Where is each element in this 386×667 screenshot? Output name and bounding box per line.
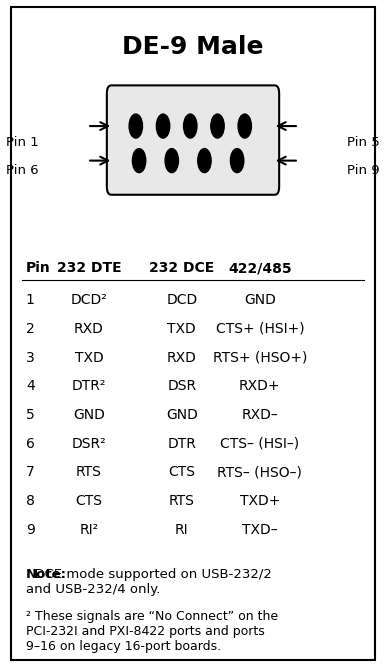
Text: GND: GND	[244, 293, 276, 307]
Text: ² These signals are “No Connect” on the
PCI-232I and PXI-8422 ports and ports
9–: ² These signals are “No Connect” on the …	[26, 610, 278, 653]
Text: TXD: TXD	[74, 351, 103, 364]
Circle shape	[211, 114, 224, 138]
Text: 9: 9	[26, 523, 35, 536]
Text: RTS: RTS	[169, 494, 195, 508]
Circle shape	[230, 149, 244, 173]
Text: DSR: DSR	[167, 380, 196, 393]
Text: DCD²: DCD²	[71, 293, 107, 307]
Text: 8: 8	[26, 494, 35, 508]
Circle shape	[165, 149, 178, 173]
Text: 422/485: 422/485	[228, 261, 292, 275]
Circle shape	[198, 149, 211, 173]
Text: CTS+ (HSI+): CTS+ (HSI+)	[215, 322, 304, 336]
Text: 232 DTE: 232 DTE	[57, 261, 121, 275]
Circle shape	[238, 114, 251, 138]
Text: DTR²: DTR²	[72, 380, 106, 393]
Text: Pin 5: Pin 5	[347, 135, 380, 149]
FancyBboxPatch shape	[107, 85, 279, 195]
Text: RXD+: RXD+	[239, 380, 281, 393]
Text: 6: 6	[26, 437, 35, 450]
Text: RI²: RI²	[80, 523, 98, 536]
Text: 5: 5	[26, 408, 35, 422]
Text: 1: 1	[26, 293, 35, 307]
Text: 3: 3	[26, 351, 35, 364]
Text: RI: RI	[175, 523, 189, 536]
Text: GND: GND	[166, 408, 198, 422]
Text: CTS: CTS	[168, 466, 195, 479]
Text: DTR: DTR	[168, 437, 196, 450]
Text: Pin 6: Pin 6	[6, 163, 39, 177]
Text: RXD: RXD	[167, 351, 197, 364]
Circle shape	[129, 114, 142, 138]
Text: RTS– (HSO–): RTS– (HSO–)	[217, 466, 302, 479]
Text: Pin 1: Pin 1	[6, 135, 39, 149]
Text: Pin: Pin	[26, 261, 51, 275]
Text: RTS: RTS	[76, 466, 102, 479]
Text: Note:: Note:	[26, 568, 67, 581]
Text: 232 DCE: 232 DCE	[149, 261, 215, 275]
Text: DE-9 Male: DE-9 Male	[122, 35, 264, 59]
Text: TXD: TXD	[168, 322, 196, 336]
Text: RXD: RXD	[74, 322, 104, 336]
Circle shape	[156, 114, 170, 138]
Text: RTS+ (HSO+): RTS+ (HSO+)	[213, 351, 307, 364]
Text: DCE mode supported on USB-232/2
and USB-232/4 only.: DCE mode supported on USB-232/2 and USB-…	[26, 568, 272, 596]
Text: RXD–: RXD–	[242, 408, 278, 422]
Text: DCD: DCD	[166, 293, 198, 307]
Text: Pin 9: Pin 9	[347, 163, 380, 177]
Text: CTS: CTS	[76, 494, 103, 508]
Text: 7: 7	[26, 466, 35, 479]
Text: TXD+: TXD+	[240, 494, 280, 508]
Text: TXD–: TXD–	[242, 523, 278, 536]
Circle shape	[132, 149, 146, 173]
Text: 4: 4	[26, 380, 35, 393]
Text: 2: 2	[26, 322, 35, 336]
Text: GND: GND	[73, 408, 105, 422]
Text: CTS– (HSI–): CTS– (HSI–)	[220, 437, 300, 450]
Circle shape	[184, 114, 197, 138]
Text: DSR²: DSR²	[72, 437, 106, 450]
